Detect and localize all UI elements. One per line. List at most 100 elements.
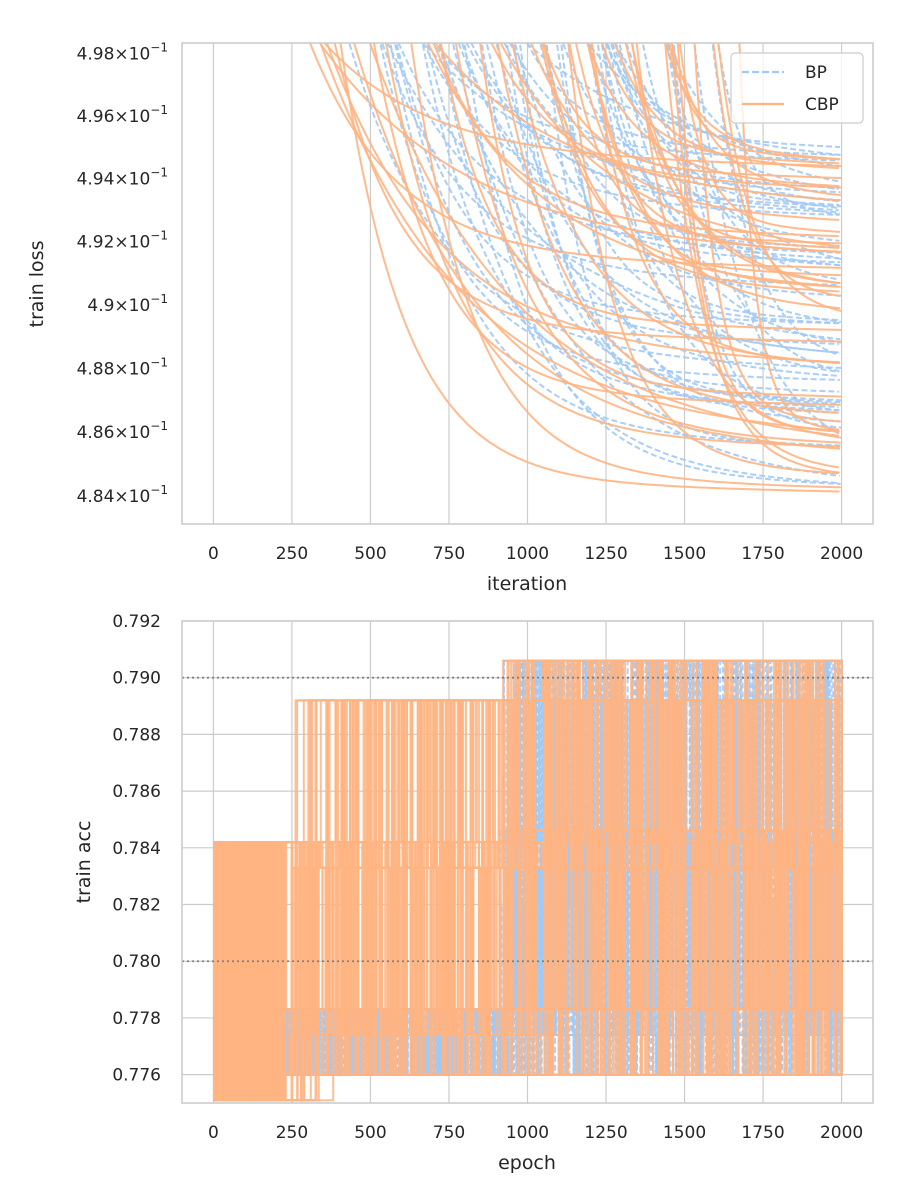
loss-y-tick-label: 4.9×10−1 xyxy=(87,292,168,316)
bp-loss-curve xyxy=(518,43,841,414)
cbp-loss-curve xyxy=(600,43,840,165)
bp-loss-curve xyxy=(641,43,840,206)
bp-loss-curve xyxy=(513,43,842,297)
cbp-loss-curve xyxy=(530,43,840,221)
cbp-loss-curve xyxy=(432,43,839,238)
cbp-loss-curve xyxy=(693,43,841,423)
legend: BP CBP xyxy=(730,52,864,124)
cbp-acc-curve xyxy=(213,659,843,1102)
bp-loss-curve xyxy=(393,43,842,402)
bp-acc-curve xyxy=(213,659,842,1102)
cbp-loss-curve xyxy=(319,43,840,432)
cbp-loss-curve xyxy=(325,43,840,364)
bp-loss-curve xyxy=(693,43,840,435)
loss-x-tick-label: 2000 xyxy=(820,544,863,564)
bp-loss-curve xyxy=(386,43,841,341)
cbp-loss-curve xyxy=(410,43,842,489)
bp-loss-curve xyxy=(625,43,841,203)
acc-y-tick-label: 0.790 xyxy=(112,669,161,689)
bp-loss-curve xyxy=(457,43,839,260)
acc-x-tick-label: 1500 xyxy=(663,1123,706,1143)
bp-loss-curve xyxy=(601,43,840,267)
loss-x-tick-label: 500 xyxy=(354,544,386,564)
bp-loss-curve xyxy=(485,43,840,377)
acc-y-tick-label: 0.778 xyxy=(112,1009,161,1029)
bp-loss-curve xyxy=(480,43,840,393)
cbp-loss-curve xyxy=(368,43,839,437)
loss-x-tick-label: 250 xyxy=(276,544,308,564)
bp-loss-curve xyxy=(505,43,840,412)
loss-x-tick-labels: 0 250 500 750 1000 1250 1500 1750 2000 xyxy=(208,544,863,564)
cbp-loss-curve xyxy=(591,43,841,364)
bp-loss-curve xyxy=(465,43,842,208)
loss-curves xyxy=(308,43,842,493)
acc-y-tick-labels: 0.776 0.778 0.780 0.782 0.784 0.786 0.788 0.790… xyxy=(112,612,161,1086)
cbp-loss-curve xyxy=(664,43,839,469)
bp-loss-curve xyxy=(605,43,840,209)
bp-loss-curve xyxy=(438,43,840,354)
cbp-loss-curve xyxy=(496,43,839,414)
legend-box xyxy=(730,52,864,124)
bp-loss-curve xyxy=(438,43,841,485)
bp-loss-curve xyxy=(425,43,840,345)
acc-x-tick-label: 250 xyxy=(276,1123,308,1143)
loss-y-tick-label: 4.98×10−1 xyxy=(77,40,168,64)
bp-loss-curve xyxy=(666,43,840,183)
acc-x-tick-label: 1250 xyxy=(584,1123,627,1143)
loss-x-tick-label: 1250 xyxy=(584,544,627,564)
cbp-acc-curve xyxy=(213,659,843,1102)
loss-x-axis-label: iteration xyxy=(487,573,567,595)
bp-loss-curve xyxy=(381,43,839,286)
acc-curves xyxy=(213,659,843,1102)
cbp-loss-curve xyxy=(308,43,841,269)
cbp-loss-curve xyxy=(454,43,841,444)
acc-x-tick-label: 500 xyxy=(354,1123,386,1143)
bp-loss-curve xyxy=(717,43,841,216)
loss-y-tick-label: 4.96×10−1 xyxy=(77,103,168,127)
acc-x-axis-label: epoch xyxy=(498,1152,556,1174)
loss-y-tick-label: 4.88×10−1 xyxy=(77,355,168,379)
cbp-loss-curve xyxy=(384,43,841,448)
cbp-loss-curve xyxy=(668,43,840,161)
acc-y-tick-label: 0.782 xyxy=(112,896,161,916)
cbp-loss-curve xyxy=(568,43,842,245)
acc-y-tick-label: 0.788 xyxy=(112,725,161,745)
cbp-loss-curve xyxy=(670,43,842,197)
bp-loss-curve xyxy=(348,43,842,369)
loss-panel: 0 250 500 750 1000 1250 1500 1750 2000 4.84×10−1… xyxy=(26,40,874,595)
cbp-loss-curve xyxy=(567,43,839,475)
cbp-loss-curve xyxy=(738,43,840,431)
bp-loss-curve xyxy=(606,43,842,344)
acc-plot-frame xyxy=(181,620,874,1104)
cbp-loss-curve xyxy=(624,43,841,285)
acc-x-tick-label: 750 xyxy=(433,1123,465,1143)
acc-y-tick-label: 0.780 xyxy=(112,952,161,972)
bp-loss-curve xyxy=(611,43,842,261)
cbp-loss-curve xyxy=(630,43,841,285)
loss-x-tick-label: 1000 xyxy=(506,544,549,564)
cbp-loss-curve xyxy=(542,43,842,179)
loss-y-axis-label: train loss xyxy=(26,241,48,328)
legend-bp-label: BP xyxy=(805,63,827,83)
bp-loss-curve xyxy=(503,43,839,212)
bp-loss-curve xyxy=(614,43,839,191)
legend-cbp-label: CBP xyxy=(805,95,839,115)
acc-y-axis-label: train acc xyxy=(73,821,95,904)
acc-y-tick-label: 0.776 xyxy=(112,1066,161,1086)
loss-x-tick-label: 750 xyxy=(433,544,465,564)
cbp-loss-curve xyxy=(372,43,841,406)
cbp-loss-curve xyxy=(439,43,842,331)
cbp-loss-curve xyxy=(631,43,840,249)
acc-y-tick-label: 0.786 xyxy=(112,782,161,802)
bp-loss-curve xyxy=(588,43,841,322)
bp-loss-curve xyxy=(586,43,840,168)
acc-reference-lines xyxy=(182,676,873,963)
cbp-loss-curve xyxy=(479,43,842,398)
cbp-loss-curve xyxy=(426,43,841,288)
bp-loss-curve xyxy=(463,43,841,485)
cbp-loss-curve xyxy=(434,43,841,202)
cbp-loss-curve xyxy=(499,43,841,248)
cbp-loss-curve xyxy=(574,43,841,253)
loss-y-tick-label: 4.92×10−1 xyxy=(77,229,168,253)
